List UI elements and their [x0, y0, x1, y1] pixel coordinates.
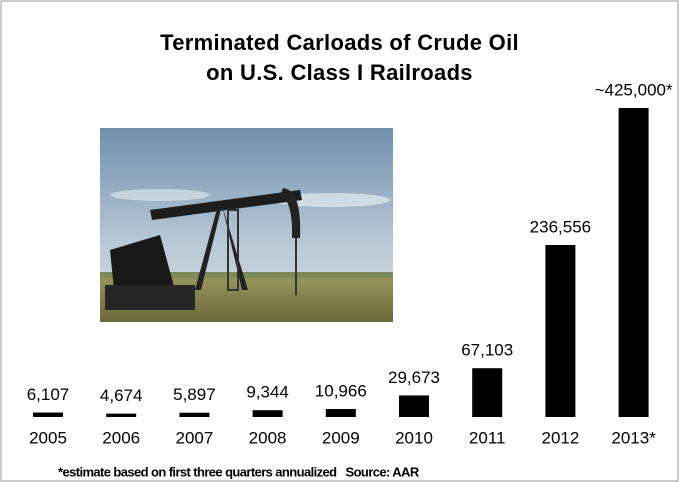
x-tick-label: 2009: [322, 428, 360, 447]
x-tick-label: 2013*: [611, 428, 656, 447]
bar: [33, 412, 63, 417]
bar: [106, 413, 137, 417]
x-tick-label: 2007: [175, 428, 213, 447]
value-label: 4,674: [100, 386, 143, 405]
bar: [545, 245, 576, 417]
value-label: 5,897: [173, 385, 216, 404]
value-label: 236,556: [530, 217, 591, 236]
bar: [472, 368, 503, 417]
value-label: 67,103: [461, 341, 513, 360]
bar: [252, 410, 283, 417]
x-tick-label: 2006: [102, 428, 140, 447]
x-tick-label: 2005: [29, 428, 67, 447]
photo: [100, 128, 393, 322]
bar: [618, 108, 649, 417]
value-label: 29,673: [388, 368, 440, 387]
chart-title: Terminated Carloads of Crude Oil on U.S.…: [160, 30, 519, 85]
bar: [179, 412, 210, 417]
footnote: *estimate based on first three quarters …: [58, 464, 420, 479]
x-tick-label: 2011: [469, 428, 506, 447]
bar: [399, 395, 429, 417]
x-tick-label: 2008: [249, 428, 287, 447]
value-label: ~425,000*: [595, 80, 673, 99]
value-label: 9,344: [246, 383, 289, 402]
x-tick-label: 2010: [395, 428, 433, 447]
x-tick-label: 2012: [541, 428, 579, 447]
value-label: 6,107: [27, 385, 70, 404]
value-label: 10,966: [315, 382, 367, 401]
bar: [325, 409, 356, 417]
